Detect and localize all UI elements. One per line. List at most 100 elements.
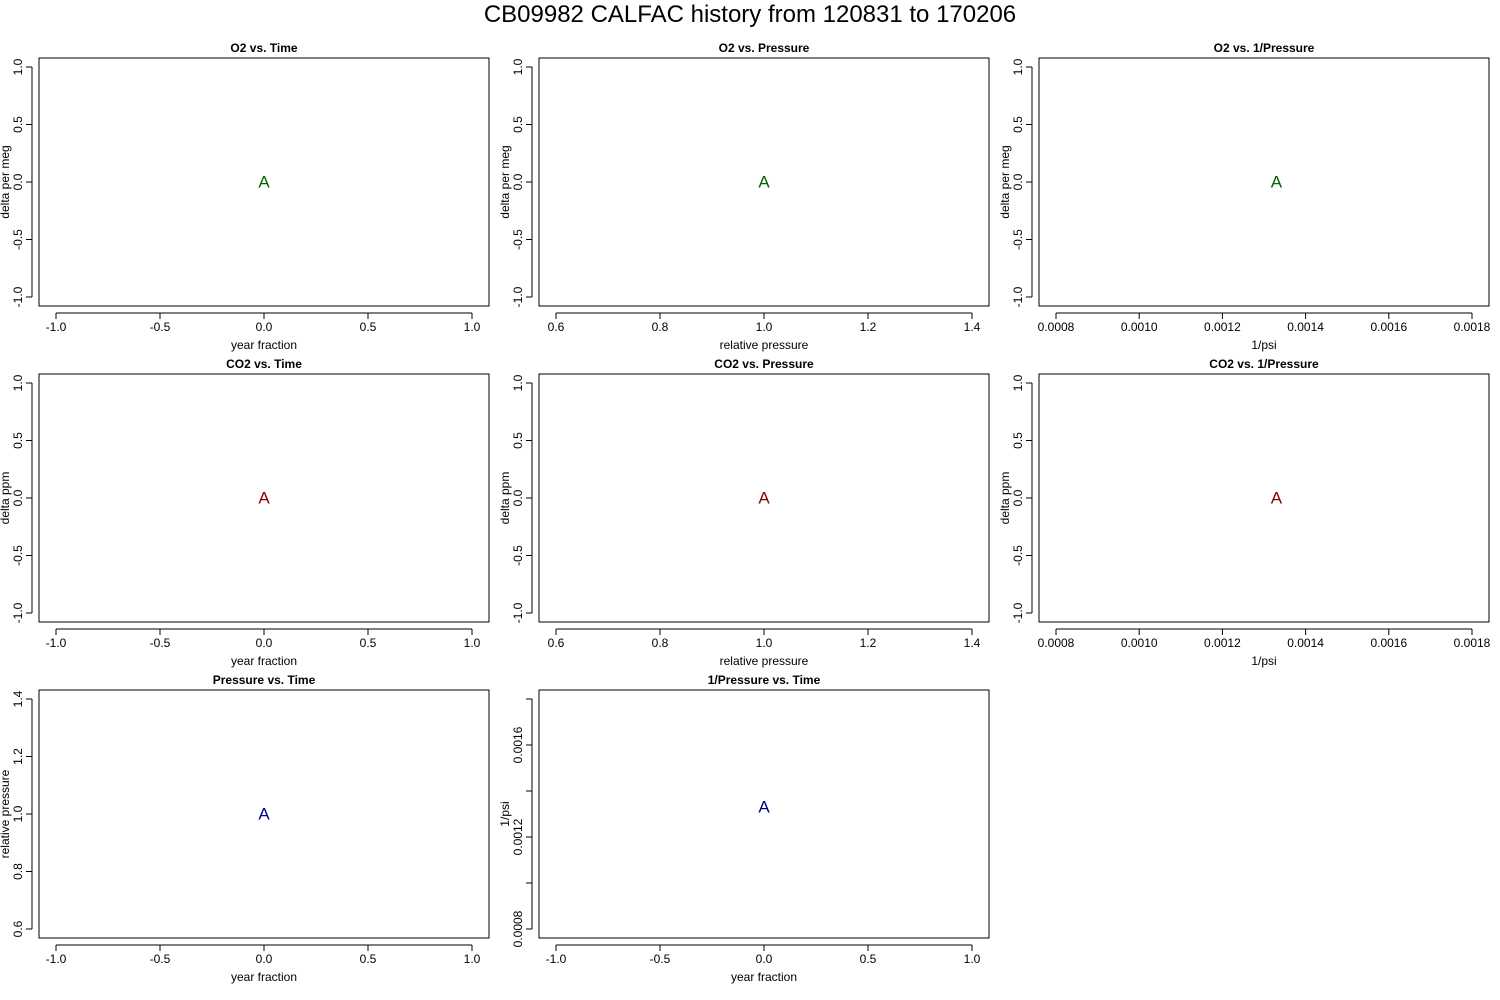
x-tick-label: 0.0014 [1287, 636, 1324, 650]
y-tick-label: -0.5 [1011, 229, 1025, 250]
x-tick-label: 0.0012 [1204, 320, 1241, 334]
x-tick-label: 0.0008 [1038, 320, 1075, 334]
y-tick-label: 0.0 [511, 489, 525, 506]
panel-title: CO2 vs. Pressure [714, 357, 814, 371]
x-axis-label: year fraction [231, 338, 297, 352]
chart-panel-4: CO2 vs. Time -1.0 -0.5 0.0 0.5 1.0 year fracti… [0, 357, 490, 668]
x-tick-label: 0.0 [756, 952, 773, 966]
y-axis-label: 1/psi [498, 801, 512, 826]
x-tick-label: 0.0012 [1204, 636, 1241, 650]
x-tick-label: 0.0 [256, 952, 273, 966]
x-tick-label: 0.0016 [1370, 320, 1407, 334]
y-tick-label: 0.5 [11, 116, 25, 133]
y-tick-label: -1.0 [1011, 286, 1025, 307]
y-tick-label: 1.0 [11, 374, 25, 391]
panel-title: Pressure vs. Time [213, 673, 316, 687]
x-tick-label: 1.4 [964, 320, 981, 334]
x-tick-label: 0.5 [860, 952, 877, 966]
x-tick-label: 0.5 [360, 952, 377, 966]
panel-title: CO2 vs. Time [226, 357, 302, 371]
data-point: A [258, 805, 270, 824]
plot-frame [38, 57, 490, 307]
data-point: A [1271, 489, 1283, 508]
data-point: A [258, 173, 270, 192]
chart-panel-2: O2 vs. Pressure 0.6 0.8 1.0 1.2 1.4 relative p… [498, 41, 990, 352]
y-tick-label: 1.2 [11, 748, 25, 765]
plot-frame [38, 373, 490, 623]
x-tick-label: 0.5 [360, 636, 377, 650]
y-tick-label: 1.4 [11, 690, 25, 707]
plot-frame [1038, 373, 1490, 623]
data-point: A [758, 489, 770, 508]
x-tick-label: 0.0014 [1287, 320, 1324, 334]
x-axis-label: year fraction [231, 970, 297, 984]
y-axis-label: delta per meg [998, 145, 1012, 218]
x-tick-label: 1.2 [860, 320, 877, 334]
x-tick-label: 1.2 [860, 636, 877, 650]
y-tick-label: 0.0 [1011, 489, 1025, 506]
x-tick-label: 1.0 [464, 320, 481, 334]
panel-title: O2 vs. Pressure [719, 41, 810, 55]
y-tick-label: 0.5 [11, 432, 25, 449]
y-axis-label: relative pressure [0, 769, 12, 858]
y-tick-label: 0.5 [1011, 432, 1025, 449]
x-tick-label: 0.5 [360, 320, 377, 334]
x-axis-label: year fraction [231, 654, 297, 668]
chart-panel-7: Pressure vs. Time -1.0 -0.5 0.0 0.5 1.0 year f… [0, 673, 490, 984]
y-tick-label: 1.0 [511, 374, 525, 391]
panel-title: O2 vs. Time [230, 41, 297, 55]
x-tick-label: 1.0 [756, 636, 773, 650]
y-tick-label: 0.0 [11, 489, 25, 506]
y-tick-label: -1.0 [11, 602, 25, 623]
y-tick-label: -1.0 [1011, 602, 1025, 623]
data-point: A [758, 798, 770, 817]
y-tick-label: 1.0 [1011, 58, 1025, 75]
x-tick-label: 1.0 [964, 952, 981, 966]
x-axis-label: relative pressure [720, 338, 809, 352]
x-tick-label: -0.5 [150, 952, 171, 966]
x-axis-label: year fraction [731, 970, 797, 984]
data-point: A [758, 173, 770, 192]
y-tick-label: 0.0 [11, 173, 25, 190]
x-tick-label: 1.0 [464, 636, 481, 650]
y-axis-label: delta per meg [498, 145, 512, 218]
y-axis-label: delta ppm [0, 472, 12, 525]
chart-panel-5: CO2 vs. Pressure 0.6 0.8 1.0 1.2 1.4 relative … [498, 357, 990, 668]
x-tick-label: -1.0 [46, 320, 67, 334]
y-tick-label: 0.0 [1011, 173, 1025, 190]
y-tick-label: -0.5 [11, 545, 25, 566]
y-tick-label: 0.0016 [511, 726, 525, 763]
x-tick-label: -1.0 [46, 636, 67, 650]
x-tick-label: -1.0 [546, 952, 567, 966]
panel-title: 1/Pressure vs. Time [708, 673, 821, 687]
y-tick-label: 1.0 [1011, 374, 1025, 391]
x-tick-label: -0.5 [150, 320, 171, 334]
y-tick-label: -1.0 [11, 286, 25, 307]
plot-frame [38, 689, 490, 939]
y-tick-label: 1.0 [511, 58, 525, 75]
y-tick-label: 0.5 [511, 432, 525, 449]
figure-title: CB09982 CALFAC history from 120831 to 17… [484, 1, 1016, 28]
panels-grid: O2 vs. Time -1.0 -0.5 0.0 0.5 1.0 year fractio… [0, 41, 1491, 984]
y-tick-label: -0.5 [1011, 545, 1025, 566]
x-tick-label: 0.0008 [1038, 636, 1075, 650]
x-tick-label: -0.5 [150, 636, 171, 650]
x-axis-label: relative pressure [720, 654, 809, 668]
x-tick-label: 0.0010 [1121, 320, 1158, 334]
x-axis-label: 1/psi [1251, 654, 1276, 668]
y-tick-label: 0.0008 [511, 910, 525, 947]
panel-title: CO2 vs. 1/Pressure [1209, 357, 1319, 371]
x-axis-label: 1/psi [1251, 338, 1276, 352]
y-axis-label: delta ppm [998, 472, 1012, 525]
plot-frame [538, 689, 990, 939]
x-tick-label: 0.6 [548, 320, 565, 334]
y-tick-label: 0.5 [1011, 116, 1025, 133]
y-tick-label: -1.0 [511, 602, 525, 623]
y-tick-label: 0.0 [511, 173, 525, 190]
y-tick-label: 0.6 [11, 920, 25, 937]
panel-title: O2 vs. 1/Pressure [1214, 41, 1315, 55]
x-tick-label: 0.0018 [1454, 320, 1491, 334]
y-tick-label: 1.0 [11, 805, 25, 822]
x-tick-label: 0.8 [652, 320, 669, 334]
